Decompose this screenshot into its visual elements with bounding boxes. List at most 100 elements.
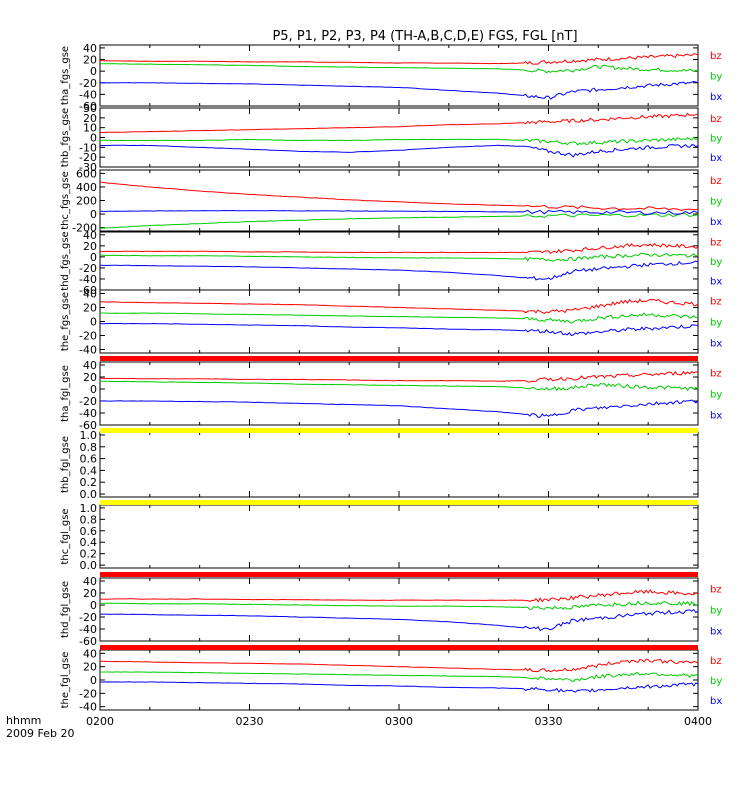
legend-bz: bz	[710, 369, 722, 380]
y-axis-label: tha_fgs_gse	[60, 46, 71, 105]
legend-bz: bz	[710, 656, 722, 667]
time-axis-unit-label: hhmm	[6, 714, 41, 727]
panel-frame	[99, 289, 699, 354]
x-tick-label: 0200	[86, 715, 114, 728]
y-tick-label: -40	[79, 344, 97, 357]
series-bz-line	[99, 181, 699, 212]
panel-frame	[99, 169, 699, 232]
panel-frame	[99, 649, 699, 711]
legend-bx: bx	[710, 217, 722, 228]
panel-frame	[99, 231, 699, 291]
series-by-line	[100, 312, 699, 324]
series-bx-line	[99, 80, 699, 100]
series-bx-line	[99, 399, 699, 418]
chart-title: P5, P1, P2, P3, P4 (TH-A,B,C,D,E) FGS, F…	[272, 29, 577, 44]
separator-bar	[100, 645, 698, 650]
y-axis-label: thc_fgs_gse	[60, 171, 71, 230]
x-tick-label: 0300	[385, 715, 413, 728]
legend-bz: bz	[710, 238, 722, 249]
y-tick-label: 30	[83, 102, 97, 115]
series-bx-line	[99, 209, 699, 215]
legend-by: by	[710, 134, 722, 145]
y-tick-label: -20	[79, 611, 97, 624]
time-axis: 0200 0230 0300 0330 0400	[86, 715, 712, 728]
y-tick-label: 20	[83, 112, 97, 125]
x-tick-label: 0330	[535, 715, 563, 728]
y-tick-label: 20	[83, 302, 97, 315]
legend-bz: bz	[710, 176, 722, 187]
y-tick-label: 0	[90, 316, 97, 329]
y-tick-label: 40	[83, 359, 97, 372]
series-bz-line	[100, 53, 699, 65]
y-axis-label: thd_fgs_gse	[60, 231, 71, 290]
panel-thc_fgl_gse: 1.00.80.60.40.20.0 thc_fgl_gse	[60, 502, 699, 572]
series-bz-line	[99, 242, 699, 255]
y-tick-label: -20	[79, 262, 97, 275]
series-bz-line	[99, 589, 699, 603]
y-tick-label: 0.0	[80, 488, 98, 501]
legend-by: by	[710, 390, 722, 401]
y-tick-label: -40	[79, 273, 97, 286]
series-bx-line	[100, 608, 699, 632]
panel-frame	[99, 431, 699, 498]
y-tick-label: 40	[83, 229, 97, 242]
y-axis-label: thb_fgl_gse	[60, 436, 71, 493]
series-bx-line	[99, 322, 699, 336]
y-tick-label: 0	[90, 132, 97, 145]
legend-bx: bx	[710, 153, 722, 164]
separator-bars-group	[100, 356, 698, 650]
y-tick-label: 0	[90, 383, 97, 396]
separator-bar	[100, 572, 698, 577]
y-tick-label: 20	[83, 587, 97, 600]
legend-bx: bx	[710, 411, 722, 422]
series-by-line	[99, 63, 699, 74]
legend-by: by	[710, 676, 722, 687]
y-tick-label: -20	[79, 687, 97, 700]
legend-bz: bz	[710, 114, 722, 125]
panel-frame	[99, 361, 699, 426]
y-axis-label: the_fgs_gse	[60, 292, 71, 351]
series-by-line	[100, 380, 699, 392]
legend-bz: bz	[710, 51, 722, 62]
y-tick-label: 400	[76, 181, 97, 194]
legend-bx: bx	[710, 339, 722, 350]
y-tick-label: -200	[72, 222, 97, 235]
series-by-line	[99, 671, 699, 682]
y-tick-label: -20	[79, 151, 97, 164]
legend-bx: bx	[710, 696, 722, 707]
y-tick-label: -30	[79, 161, 97, 174]
y-tick-label: -40	[79, 701, 97, 714]
date-label: 2009 Feb 20	[6, 727, 74, 740]
legend-by: by	[710, 257, 722, 268]
panel-frame	[99, 44, 699, 107]
series-bx-line	[99, 144, 699, 158]
y-tick-label: 1.0	[80, 502, 98, 515]
series-bz-line	[100, 658, 699, 673]
y-tick-label: 20	[83, 54, 97, 67]
y-tick-label: 0.4	[80, 536, 98, 549]
y-tick-label: -20	[79, 77, 97, 90]
y-tick-label: -20	[79, 395, 97, 408]
panel-thb_fgl_gse: 1.00.80.60.40.20.0 thb_fgl_gse	[60, 429, 699, 501]
legend-by: by	[710, 197, 722, 208]
y-tick-label: -40	[79, 407, 97, 420]
y-tick-label: 0	[90, 251, 97, 264]
x-tick-label: 0230	[236, 715, 264, 728]
y-tick-label: -60	[79, 100, 97, 113]
y-tick-label: 0.0	[80, 559, 98, 572]
legend-bx: bx	[710, 92, 722, 103]
series-bz-line	[99, 370, 699, 383]
panel-frame	[99, 577, 699, 642]
y-tick-label: -60	[79, 419, 97, 432]
y-tick-label: 0	[90, 208, 97, 221]
y-tick-label: 0.8	[80, 441, 98, 454]
y-tick-label: 10	[83, 122, 97, 135]
separator-bar	[100, 428, 698, 433]
series-by-line	[99, 136, 699, 146]
